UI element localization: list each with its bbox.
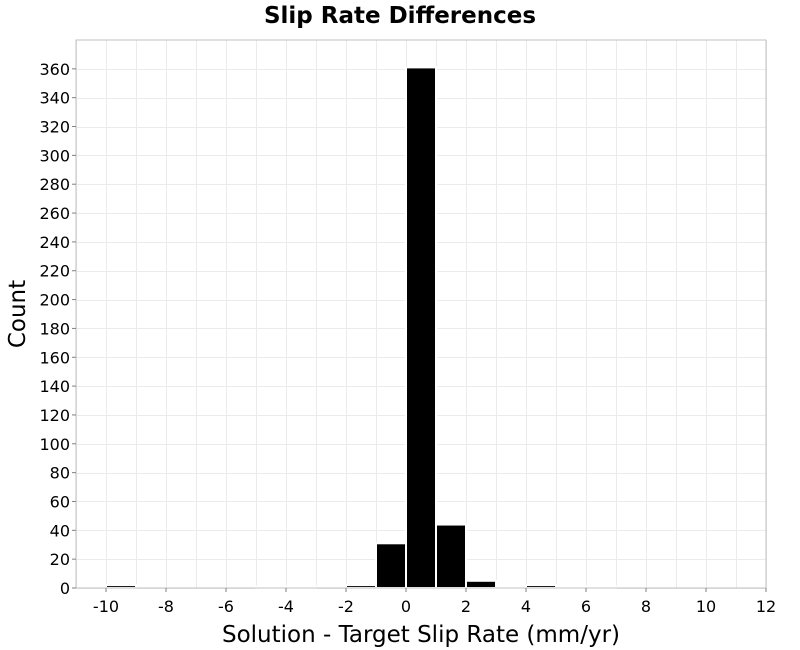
y-tick-label: 140 (39, 377, 70, 396)
y-tick-label: 200 (39, 291, 70, 310)
x-tick-label: 12 (756, 597, 776, 616)
y-tick-label: 100 (39, 435, 70, 454)
y-tick-label: 360 (39, 60, 70, 79)
y-tick-label: 40 (50, 521, 70, 540)
x-tick-label: -2 (338, 597, 354, 616)
x-tick-label: 2 (461, 597, 471, 616)
y-tick-label: 180 (39, 319, 70, 338)
x-tick-label: 6 (581, 597, 591, 616)
x-tick-label: -8 (158, 597, 174, 616)
x-axis: -10 -8 -6 -4 -2 0 2 4 6 8 10 12 (93, 588, 776, 616)
y-tick-label: 280 (39, 175, 70, 194)
x-tick-label: 10 (696, 597, 716, 616)
histogram-bar (435, 523, 467, 589)
y-tick-label: 120 (39, 406, 70, 425)
histogram-bar (465, 579, 497, 590)
y-axis-label: Count (5, 280, 31, 348)
x-tick-label: 4 (521, 597, 531, 616)
y-tick-label: 320 (39, 118, 70, 137)
x-tick-label: -4 (278, 597, 294, 616)
y-tick-label: 60 (50, 492, 70, 511)
x-tick-label: 0 (401, 597, 411, 616)
x-tick-label: -6 (218, 597, 234, 616)
x-axis-label: Solution - Target Slip Rate (mm/yr) (222, 622, 620, 648)
plot-frame (75, 39, 767, 589)
y-tick-label: 160 (39, 348, 70, 367)
y-axis: 0 20 40 60 80 100 120 140 160 180 200 220 240 260 280 3… (39, 60, 76, 598)
y-tick-label: 220 (39, 262, 70, 281)
y-tick-label: 240 (39, 233, 70, 252)
y-tick-label: 80 (50, 464, 70, 483)
y-tick-label: 340 (39, 89, 70, 108)
bars-layer (105, 66, 617, 590)
y-tick-label: 260 (39, 204, 70, 223)
y-tick-label: 20 (50, 550, 70, 569)
x-tick-label: 8 (641, 597, 651, 616)
y-tick-label: 0 (60, 579, 70, 598)
chart-title: Slip Rate Differences (264, 3, 536, 29)
histogram-bar (405, 66, 437, 589)
x-tick-label: -10 (93, 597, 119, 616)
histogram-bar (375, 542, 407, 589)
y-tick-label: 300 (39, 146, 70, 165)
